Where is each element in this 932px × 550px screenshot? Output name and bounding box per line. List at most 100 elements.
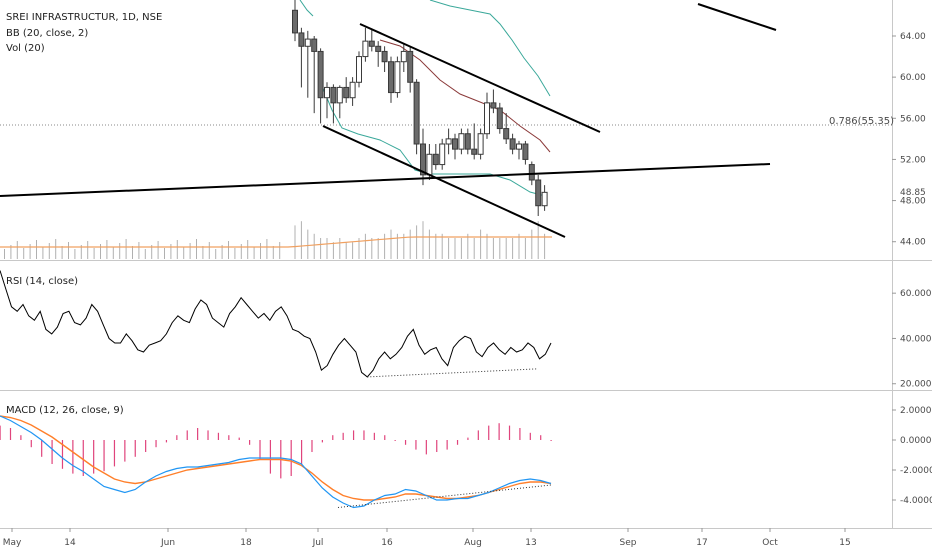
macd-histogram-bar: [311, 440, 313, 452]
volume-bar: [505, 238, 507, 259]
macd-histogram-bar: [134, 440, 136, 457]
macd-histogram-bar: [207, 430, 209, 440]
macd-histogram-bar: [508, 425, 511, 440]
candle-body: [541, 191, 548, 207]
macd-histogram-bar: [259, 440, 261, 460]
candle-body: [420, 143, 426, 176]
volume-bar: [390, 229, 392, 259]
macd-histogram-bar: [103, 440, 105, 472]
macd-histogram-bar: [20, 435, 22, 440]
volume-bar: [247, 240, 249, 259]
time-tick-label: Aug: [464, 538, 482, 548]
price-tick-label: 64.00: [900, 32, 926, 42]
trendline-lower-channel: [322, 125, 566, 238]
candle-body: [343, 86, 350, 99]
volume-bar: [499, 238, 501, 259]
macd-histogram-bar: [228, 435, 230, 440]
macd-histogram-bar: [456, 440, 459, 445]
volume-bar: [42, 247, 44, 259]
macd-histogram-bar: [155, 440, 157, 448]
macd-histogram-bar: [300, 440, 303, 464]
macd-histogram-bar: [93, 440, 95, 474]
candle-body: [477, 133, 484, 155]
macd-histogram-bar: [249, 440, 251, 445]
time-tick-label: 13: [525, 538, 536, 548]
bb-upper-band: [299, 0, 314, 17]
volume-bar: [524, 238, 526, 259]
candle-body: [311, 38, 318, 52]
volume-bar: [300, 221, 302, 259]
candle-body: [484, 102, 490, 135]
candle-body: [336, 86, 343, 104]
macd-histogram-bar: [540, 435, 542, 440]
macd-histogram-bar: [186, 430, 188, 440]
volume-bar: [320, 238, 322, 259]
macd-histogram-bar: [363, 430, 365, 440]
candle-body: [407, 50, 414, 83]
volume-bar: [294, 225, 296, 259]
macd-legend: MACD (12, 26, close, 9): [6, 405, 124, 416]
volume-bar: [170, 244, 172, 259]
macd-histogram-bar: [72, 440, 74, 474]
volume-bar: [435, 233, 437, 259]
macd-histogram-bar: [269, 440, 272, 474]
macd-histogram-bar: [124, 440, 126, 462]
candle-body: [368, 40, 375, 47]
macd-histogram-bar: [238, 437, 240, 440]
volume-bar: [486, 233, 488, 259]
macd-histogram-bar: [477, 430, 479, 440]
macd-histogram-bar: [415, 440, 417, 450]
trendline-top-right: [697, 3, 777, 31]
volume-bar: [87, 241, 89, 259]
volume-bar: [144, 249, 146, 259]
time-tick-label: 18: [240, 538, 252, 548]
volume-bar: [537, 221, 539, 259]
volume-bar: [61, 246, 63, 259]
volume-bar: [240, 244, 242, 259]
candle-body: [528, 164, 535, 181]
time-tick-label: Jul: [312, 538, 324, 548]
price-tick-label: 56.00: [900, 114, 926, 124]
candle-body: [362, 40, 369, 58]
macd-histogram-bar: [290, 440, 292, 476]
volume-bar: [36, 240, 37, 259]
candle-body: [445, 138, 452, 145]
volume-bar: [183, 247, 185, 259]
macd-line: [0, 415, 552, 509]
price-tick-label: 60.00: [900, 73, 926, 83]
volume-bar: [68, 242, 69, 259]
volume-bar: [48, 243, 50, 259]
volume-bar: [260, 243, 261, 259]
volume-bar: [448, 238, 450, 259]
candle-body: [439, 143, 446, 166]
volume-bar: [544, 233, 546, 259]
macd-histogram-bar: [41, 440, 43, 457]
volume-bar: [279, 242, 281, 259]
macd-histogram-bar: [446, 440, 448, 450]
macd-histogram-bar: [488, 425, 490, 440]
candle-body: [394, 61, 401, 94]
volume-bar: [16, 241, 18, 259]
volume-bar: [253, 247, 255, 259]
grid-layer: [0, 0, 932, 529]
candle-body: [490, 102, 497, 109]
volume-bar: [422, 221, 424, 259]
volume-bar: [416, 225, 418, 259]
volume-bar: [377, 238, 379, 259]
current-price-label: 48.85: [900, 188, 926, 198]
volume-bar: [307, 229, 309, 259]
macd-histogram-bar: [30, 440, 32, 448]
symbol-title: SREI INFRASTRUCTUR, 1D, NSE: [6, 12, 162, 23]
volume-ma-line: [0, 236, 552, 248]
candle-body: [509, 138, 516, 150]
volume-bar: [332, 242, 334, 259]
candle-body: [381, 50, 388, 63]
volume-bar: [189, 243, 191, 259]
volume-bar: [208, 242, 210, 259]
volume-bar: [428, 229, 430, 259]
candle-body: [356, 56, 362, 83]
macd-histogram-bar: [332, 435, 334, 440]
volume-bar: [176, 240, 178, 259]
macd-histogram-bar: [197, 428, 199, 440]
